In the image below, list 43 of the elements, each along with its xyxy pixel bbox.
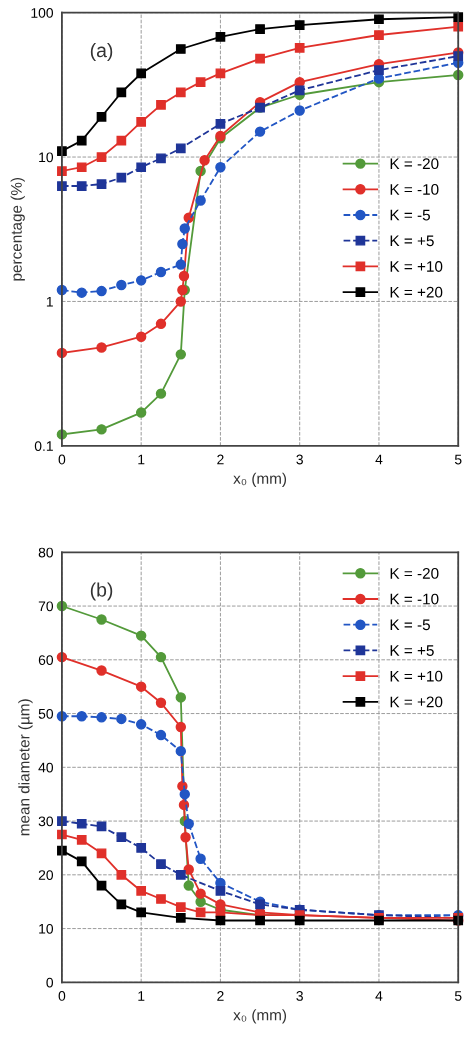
annotation: (b) (90, 582, 113, 601)
legend-label: K = +20 (390, 286, 443, 298)
legend-label: K = +20 (390, 696, 443, 708)
x-tick-label: 3 (296, 991, 303, 1001)
y-tick-label: 0.1 (34, 441, 53, 452)
legend-label: K = +5 (390, 645, 434, 656)
legend-label: K = +10 (390, 261, 443, 272)
y-tick-label: 1 (46, 296, 53, 307)
legend-label: K = -10 (390, 593, 439, 605)
legend-label: K = -20 (390, 567, 439, 579)
x-tick-label: 1 (138, 991, 145, 1001)
x-tick-label: 2 (217, 991, 224, 1001)
x-tick-label: 5 (454, 454, 462, 465)
x-tick-label: 3 (296, 454, 303, 465)
legend-label: K = +10 (390, 670, 443, 682)
y-tick-label: 20 (38, 870, 54, 880)
y-tick-label: 100 (31, 7, 54, 18)
y-tick-label: 10 (39, 923, 54, 934)
legend-label: K = -10 (390, 183, 439, 195)
x-tick-label: 4 (375, 454, 383, 465)
y-tick-label: 30 (38, 816, 54, 827)
y-tick-label: 70 (38, 601, 54, 612)
y-axis-title: percentage (%) (10, 177, 25, 281)
legend-label: K = -5 (390, 209, 430, 221)
y-tick-label: 10 (39, 152, 54, 163)
y-tick-label: 0 (46, 977, 54, 988)
annotation: (a) (90, 42, 113, 62)
x-axis-title: x₀ (mm) (233, 1009, 287, 1024)
x-tick-label: 1 (138, 454, 145, 465)
y-tick-label: 50 (38, 708, 54, 719)
x-tick-label: 2 (217, 454, 224, 465)
y-axis-title: mean diameter (µm) (18, 699, 33, 836)
y-tick-label: 80 (38, 547, 54, 558)
legend-label: K = -20 (390, 158, 439, 170)
x-tick-label: 4 (375, 991, 383, 1001)
x-axis-title: x₀ (mm) (233, 472, 287, 487)
x-tick-label: 0 (58, 454, 66, 465)
x-tick-label: 0 (58, 991, 66, 1001)
legend-label: K = -5 (390, 619, 430, 631)
legend-label: K = +5 (390, 235, 434, 247)
y-tick-label: 60 (38, 655, 54, 665)
x-tick-label: 5 (454, 991, 462, 1001)
y-tick-label: 40 (38, 762, 54, 773)
